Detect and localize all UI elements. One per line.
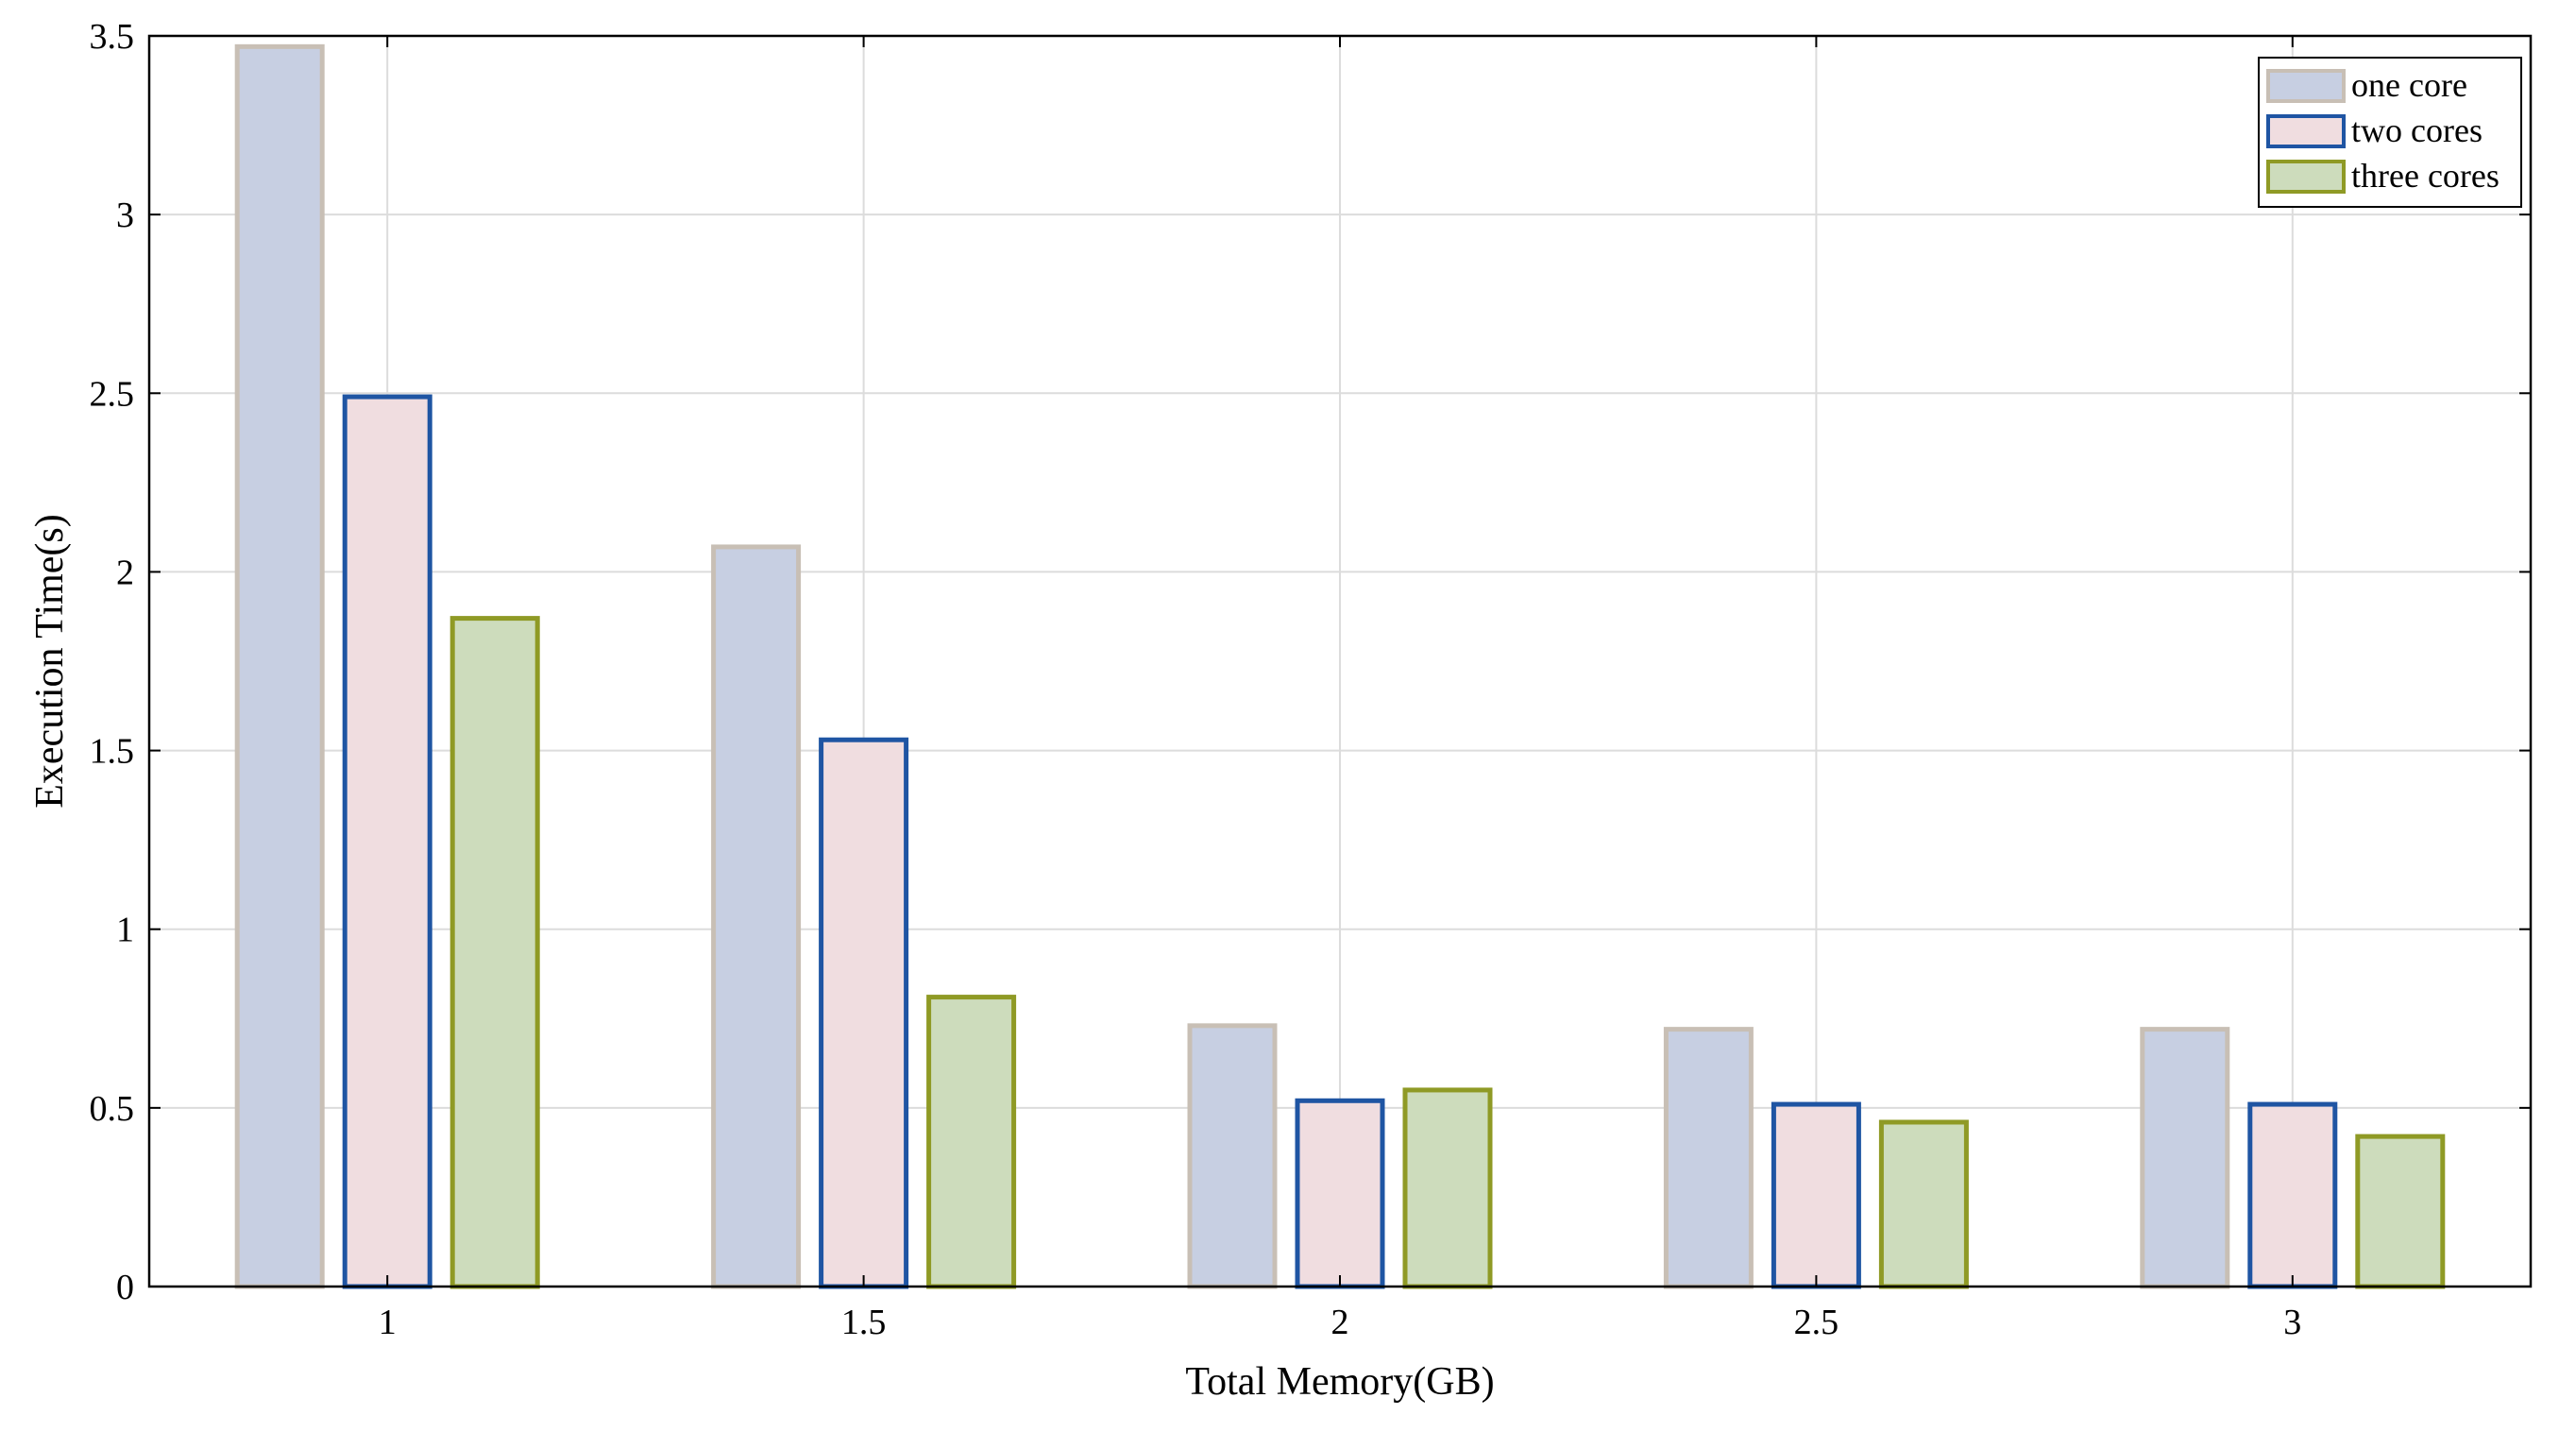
- y-tick-label: 0.5: [90, 1089, 135, 1129]
- bar-three-cores-2.5: [1878, 1119, 1969, 1289]
- bar-two-cores-1: [342, 394, 432, 1289]
- y-tick-label: 3: [116, 196, 134, 235]
- x-tick-label: 2: [1331, 1303, 1349, 1342]
- ticks-layer: 0 0.5 1 1.5 2 2.5 3 3.5 1 1.5 2 2.5 3: [90, 17, 2531, 1342]
- legend-label: two cores: [2351, 111, 2483, 149]
- bar-one-core-1.5: [711, 544, 802, 1289]
- x-tick-label: 1.5: [841, 1303, 887, 1342]
- legend-swatch: [2266, 114, 2346, 148]
- y-tick-label: 2: [116, 553, 134, 592]
- legend-swatch: [2266, 69, 2346, 103]
- legend-label: one core: [2351, 66, 2467, 104]
- bar-three-cores-1: [449, 616, 540, 1289]
- grid-layer: [149, 35, 2531, 1287]
- legend: one core two cores three cores: [2258, 57, 2522, 208]
- y-tick-label: 1: [116, 911, 134, 950]
- bar-two-cores-2: [1295, 1098, 1385, 1289]
- y-tick-label: 1.5: [90, 732, 135, 772]
- bar-two-cores-3: [2247, 1101, 2338, 1289]
- y-axis-title: Execution Time(s): [28, 514, 72, 809]
- bar-one-core-1: [234, 43, 325, 1289]
- bar-two-cores-1.5: [819, 737, 909, 1289]
- bar-one-core-2: [1187, 1023, 1278, 1289]
- bar-one-core-2.5: [1663, 1027, 1754, 1289]
- bar-three-cores-1.5: [926, 995, 1017, 1289]
- x-tick-label: 1: [379, 1303, 397, 1342]
- y-tick-label: 3.5: [90, 17, 135, 57]
- bar-two-cores-2.5: [1771, 1101, 1861, 1289]
- x-axis-title: Total Memory(GB): [1185, 1360, 1494, 1404]
- y-tick-label: 2.5: [90, 374, 135, 414]
- legend-label: three cores: [2351, 157, 2500, 195]
- x-tick-label: 3: [2283, 1303, 2301, 1342]
- legend-swatch: [2266, 160, 2346, 194]
- x-tick-label: 2.5: [1794, 1303, 1839, 1342]
- bar-three-cores-3: [2355, 1134, 2446, 1289]
- y-tick-label: 0: [116, 1268, 134, 1307]
- bar-one-core-3: [2140, 1027, 2230, 1289]
- bar-three-cores-2: [1402, 1087, 1493, 1289]
